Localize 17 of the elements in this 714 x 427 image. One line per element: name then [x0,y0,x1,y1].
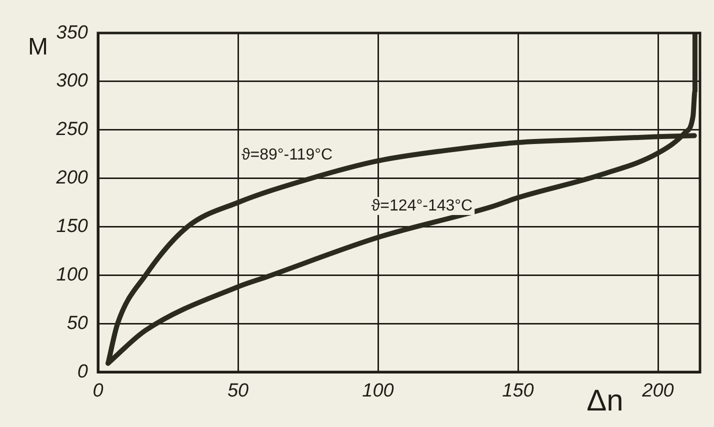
annotation: ϑ=89°-119°C [241,146,333,164]
y-tick-label: 50 [66,312,88,334]
x-tick-label: 100 [362,380,394,402]
y-tick-label: 250 [55,119,88,140]
y-tick-label: 300 [56,70,88,92]
x-axis-title: Δn [586,384,624,418]
y-tick-label: 100 [56,264,88,286]
y-tick-label: 150 [56,216,88,237]
y-axis-title: M [28,34,48,61]
y-tick-label: 0 [77,361,88,382]
x-tick-label: 200 [641,380,674,402]
annotation: ϑ=124°-143°C [371,197,473,214]
y-tick-label: 200 [55,168,88,189]
x-tick-label: 150 [502,380,534,402]
y-tick-label: 350 [56,22,88,44]
x-tick-label: 50 [227,380,249,402]
x-tick-label: 0 [92,380,104,402]
